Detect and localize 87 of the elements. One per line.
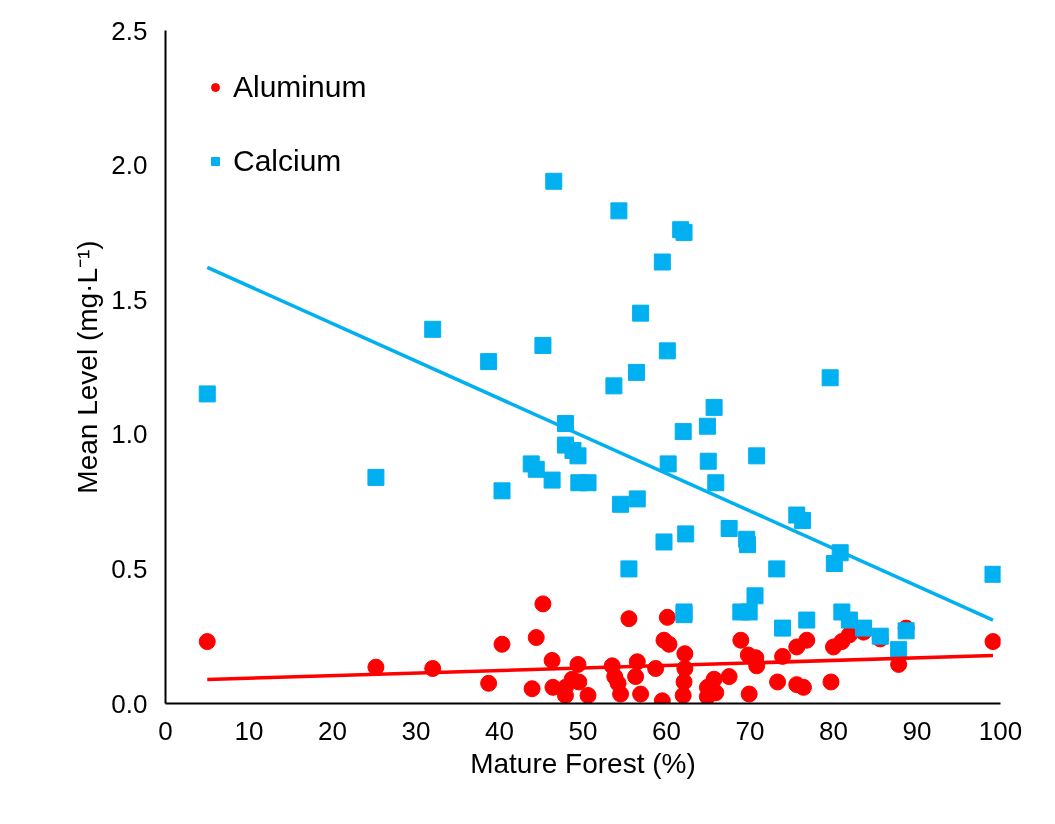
- y-tick-label: 1.5: [111, 284, 148, 315]
- point: [480, 353, 498, 371]
- y-tick-label: 0.5: [111, 553, 148, 584]
- point: [740, 603, 758, 621]
- point: [740, 685, 758, 703]
- point: [794, 511, 812, 529]
- point: [821, 369, 839, 387]
- point: [698, 417, 716, 435]
- point: [774, 619, 792, 637]
- point: [768, 560, 786, 578]
- x-tick-label: 20: [318, 715, 347, 746]
- y-axis-title: Mean Level (mg·L⁻¹): [72, 240, 104, 494]
- point: [732, 631, 750, 649]
- point: [493, 482, 511, 500]
- point: [720, 520, 738, 538]
- point: [620, 610, 638, 628]
- point: [579, 474, 597, 492]
- x-tick-label: 60: [652, 715, 681, 746]
- y-tick-label: 2.0: [111, 150, 148, 181]
- point: [798, 611, 816, 629]
- point: [543, 471, 561, 489]
- point: [543, 651, 561, 669]
- point: [198, 385, 216, 403]
- point: [605, 377, 623, 395]
- point: [632, 685, 650, 703]
- x-axis-title: Mature Forest (%): [470, 747, 696, 779]
- point: [674, 686, 692, 704]
- point: [659, 455, 677, 473]
- y-tick-label: 0.0: [111, 688, 148, 719]
- point: [493, 635, 511, 653]
- point: [569, 447, 587, 465]
- x-tick-label: 50: [568, 715, 598, 746]
- point: [627, 363, 645, 381]
- x-tick-label: 100: [978, 715, 1023, 746]
- point: [798, 631, 816, 649]
- point: [822, 673, 840, 691]
- point: [534, 595, 552, 613]
- point: [984, 565, 1001, 583]
- point: [527, 460, 545, 478]
- point: [658, 342, 676, 360]
- point: [627, 668, 645, 686]
- x-tick-label: 70: [735, 715, 765, 746]
- legend-label: Aluminum: [233, 70, 367, 104]
- point: [769, 673, 787, 691]
- point: [534, 336, 552, 354]
- point: [825, 555, 843, 573]
- point: [705, 398, 723, 416]
- point: [677, 525, 695, 543]
- point: [655, 533, 673, 551]
- x-tick-label: 0: [158, 715, 173, 746]
- point: [480, 674, 498, 692]
- point: [628, 490, 646, 508]
- point: [545, 172, 563, 190]
- point: [527, 629, 545, 647]
- point: [612, 495, 630, 513]
- point: [674, 423, 692, 441]
- point: [855, 619, 873, 637]
- point: [367, 468, 385, 486]
- point: [707, 474, 725, 492]
- x-tick-label: 10: [234, 715, 264, 746]
- x-tick-label: 30: [401, 715, 431, 746]
- point: [198, 633, 216, 651]
- point: [890, 641, 908, 659]
- point: [746, 587, 764, 605]
- point: [620, 560, 638, 578]
- point: [660, 635, 678, 653]
- point: [632, 304, 650, 322]
- x-tick-label: 40: [485, 715, 514, 746]
- y-tick-label: 2.5: [111, 15, 148, 46]
- point: [699, 452, 717, 470]
- point: [579, 686, 597, 704]
- point: [738, 536, 756, 554]
- point: [748, 447, 766, 465]
- y-tick-label: 1.0: [111, 419, 148, 450]
- point: [984, 633, 1001, 651]
- point: [658, 608, 676, 626]
- point: [612, 685, 630, 703]
- point: [676, 645, 694, 663]
- point: [840, 611, 858, 629]
- x-tick-label: 90: [902, 715, 932, 746]
- point: [610, 202, 628, 220]
- point: [720, 668, 738, 686]
- point: [424, 320, 442, 338]
- x-tick-label: 80: [819, 715, 848, 746]
- point: [523, 680, 541, 698]
- legend-label: Calcium: [233, 144, 342, 178]
- point: [653, 253, 671, 271]
